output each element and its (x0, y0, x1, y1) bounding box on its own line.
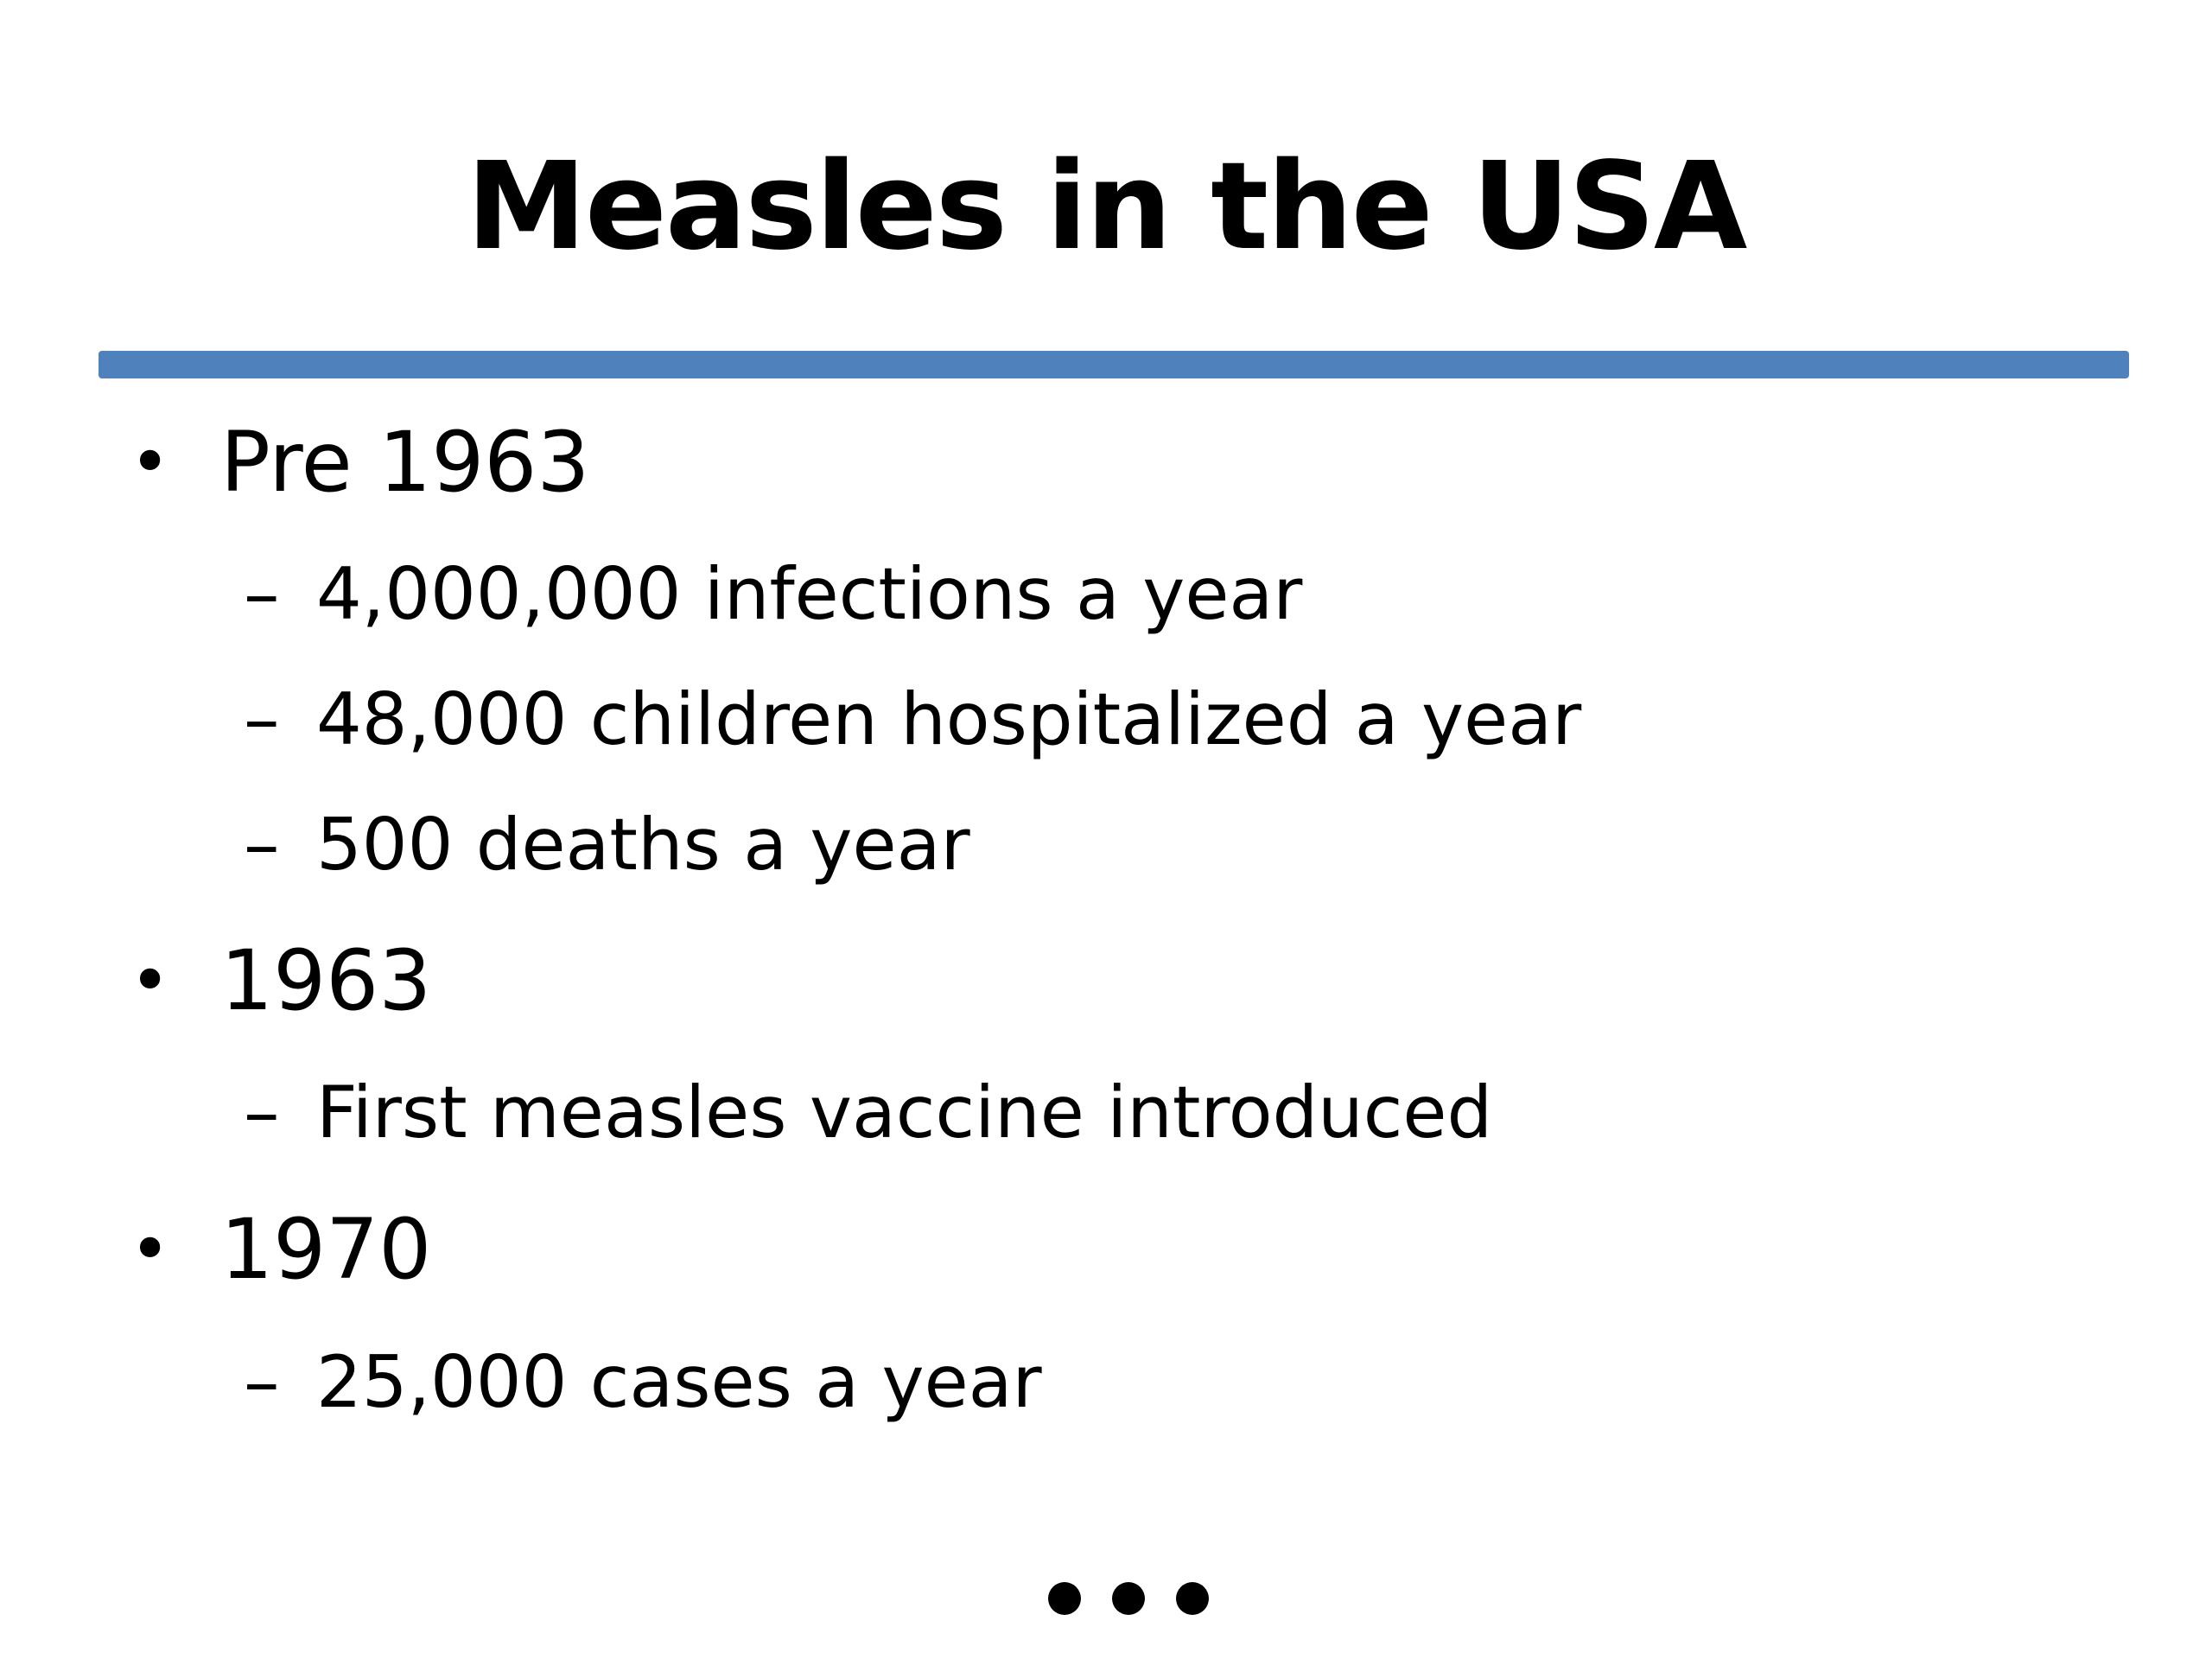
bullet-item: • 1970 (130, 1198, 431, 1301)
ellipsis-icon (1048, 1582, 1209, 1615)
sub-bullet-item: –48,000 children hospitalized a year (244, 672, 1581, 767)
bullet-marker: • (130, 1209, 171, 1289)
sub-bullet-item: –500 deaths a year (244, 798, 970, 893)
sub-bullet-text: First measles vaccine introduced (316, 1071, 1493, 1154)
ellipsis-dot (1176, 1582, 1209, 1615)
ellipsis-dot (1048, 1582, 1081, 1615)
sub-bullet-text: 4,000,000 infections a year (316, 552, 1303, 636)
sub-bullet-item: –4,000,000 infections a year (244, 547, 1302, 642)
bullet-marker: • (130, 940, 171, 1020)
sub-bullet-marker: – (244, 552, 280, 636)
sub-bullet-item: – First measles vaccine introduced (244, 1065, 1492, 1160)
title-divider (99, 351, 2129, 378)
bullet-item: • Pre 1963 (130, 410, 589, 514)
sub-bullet-marker: – (244, 1340, 280, 1424)
ellipsis-dot (1112, 1582, 1145, 1615)
bullet-text: 1963 (220, 932, 432, 1029)
bullet-text: 1970 (220, 1201, 432, 1298)
sub-bullet-text: 500 deaths a year (316, 803, 970, 887)
sub-bullet-marker: – (244, 1071, 280, 1154)
sub-bullet-marker: – (244, 677, 280, 761)
sub-bullet-marker: – (244, 803, 280, 887)
sub-bullet-item: –25,000 cases a year (244, 1335, 1042, 1430)
sub-bullet-text: 25,000 cases a year (316, 1340, 1042, 1424)
bullet-text: Pre 1963 (220, 414, 590, 511)
slide-title: Measles in the USA (466, 137, 1748, 277)
bullet-marker: • (130, 422, 171, 502)
sub-bullet-text: 48,000 children hospitalized a year (316, 677, 1582, 761)
bullet-item: • 1963 (130, 929, 431, 1033)
